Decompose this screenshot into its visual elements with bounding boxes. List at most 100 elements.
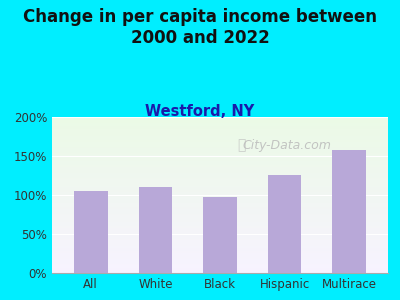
Bar	[52, 172, 388, 173]
Bar	[52, 139, 388, 140]
Bar	[52, 122, 388, 123]
Bar	[52, 243, 388, 245]
Bar	[52, 186, 388, 187]
Bar	[52, 239, 388, 240]
Bar	[52, 151, 388, 153]
Bar	[52, 253, 388, 254]
Bar	[52, 150, 388, 151]
Bar	[52, 206, 388, 208]
Bar	[52, 251, 388, 253]
Bar	[52, 145, 388, 147]
Bar	[52, 194, 388, 195]
Bar	[52, 221, 388, 223]
Bar	[52, 250, 388, 251]
Bar	[52, 267, 388, 268]
Bar	[52, 125, 388, 126]
Bar	[52, 200, 388, 201]
Bar	[52, 237, 388, 239]
Bar	[52, 176, 388, 178]
Bar	[52, 203, 388, 204]
Bar	[52, 268, 388, 270]
Bar	[52, 247, 388, 248]
Text: City-Data.com: City-Data.com	[243, 139, 332, 152]
Bar	[52, 120, 388, 122]
Text: Ⓜ: Ⓜ	[238, 138, 246, 152]
Bar	[52, 130, 388, 131]
Bar	[52, 218, 388, 220]
Bar	[52, 173, 388, 175]
Bar	[52, 148, 388, 150]
Bar	[52, 137, 388, 139]
Bar	[52, 256, 388, 257]
Bar	[52, 228, 388, 229]
Bar	[52, 192, 388, 194]
Bar	[52, 182, 388, 184]
Bar	[52, 181, 388, 182]
Bar	[52, 270, 388, 272]
Bar	[52, 159, 388, 161]
Bar	[52, 169, 388, 170]
Bar	[52, 265, 388, 267]
Bar	[52, 143, 388, 145]
Bar	[52, 170, 388, 172]
Bar	[52, 232, 388, 234]
Bar	[52, 259, 388, 260]
Bar	[52, 187, 388, 189]
Bar	[138, 187, 172, 273]
Bar	[52, 260, 388, 262]
Bar	[52, 164, 388, 165]
Bar	[52, 179, 388, 181]
Bar	[52, 126, 388, 128]
Bar	[52, 167, 388, 169]
Bar	[52, 223, 388, 225]
Bar	[52, 225, 388, 226]
Bar	[52, 214, 388, 215]
Bar	[52, 226, 388, 228]
Bar	[332, 150, 366, 273]
Bar	[52, 212, 388, 214]
Bar	[52, 161, 388, 162]
Bar	[52, 190, 388, 192]
Bar	[52, 236, 388, 237]
Bar	[52, 134, 388, 136]
Bar	[52, 162, 388, 164]
Bar	[203, 196, 237, 273]
Bar	[52, 136, 388, 137]
Bar	[52, 123, 388, 125]
Bar	[52, 118, 388, 120]
Bar	[52, 158, 388, 159]
Bar	[52, 240, 388, 242]
Bar	[52, 215, 388, 217]
Bar	[52, 209, 388, 211]
Bar	[52, 217, 388, 218]
Bar	[52, 204, 388, 206]
Bar	[52, 211, 388, 212]
Bar	[52, 156, 388, 158]
Bar	[52, 142, 388, 143]
Bar	[52, 117, 388, 118]
Bar	[52, 242, 388, 243]
Bar	[52, 231, 388, 232]
Bar	[74, 191, 108, 273]
Bar	[52, 189, 388, 190]
Bar	[52, 147, 388, 148]
Bar	[52, 262, 388, 264]
Bar	[52, 128, 388, 130]
Bar	[52, 229, 388, 231]
Bar	[52, 153, 388, 154]
Bar	[52, 175, 388, 176]
Bar	[52, 131, 388, 133]
Text: Change in per capita income between
2000 and 2022: Change in per capita income between 2000…	[23, 8, 377, 47]
Bar	[52, 234, 388, 236]
Bar	[52, 140, 388, 142]
Bar	[52, 195, 388, 196]
Bar	[52, 220, 388, 221]
Bar	[52, 184, 388, 186]
Text: Westford, NY: Westford, NY	[145, 103, 255, 118]
Bar	[52, 272, 388, 273]
Bar	[52, 248, 388, 250]
Bar	[52, 245, 388, 247]
Bar	[52, 165, 388, 167]
Bar	[52, 201, 388, 203]
Bar	[52, 196, 388, 198]
